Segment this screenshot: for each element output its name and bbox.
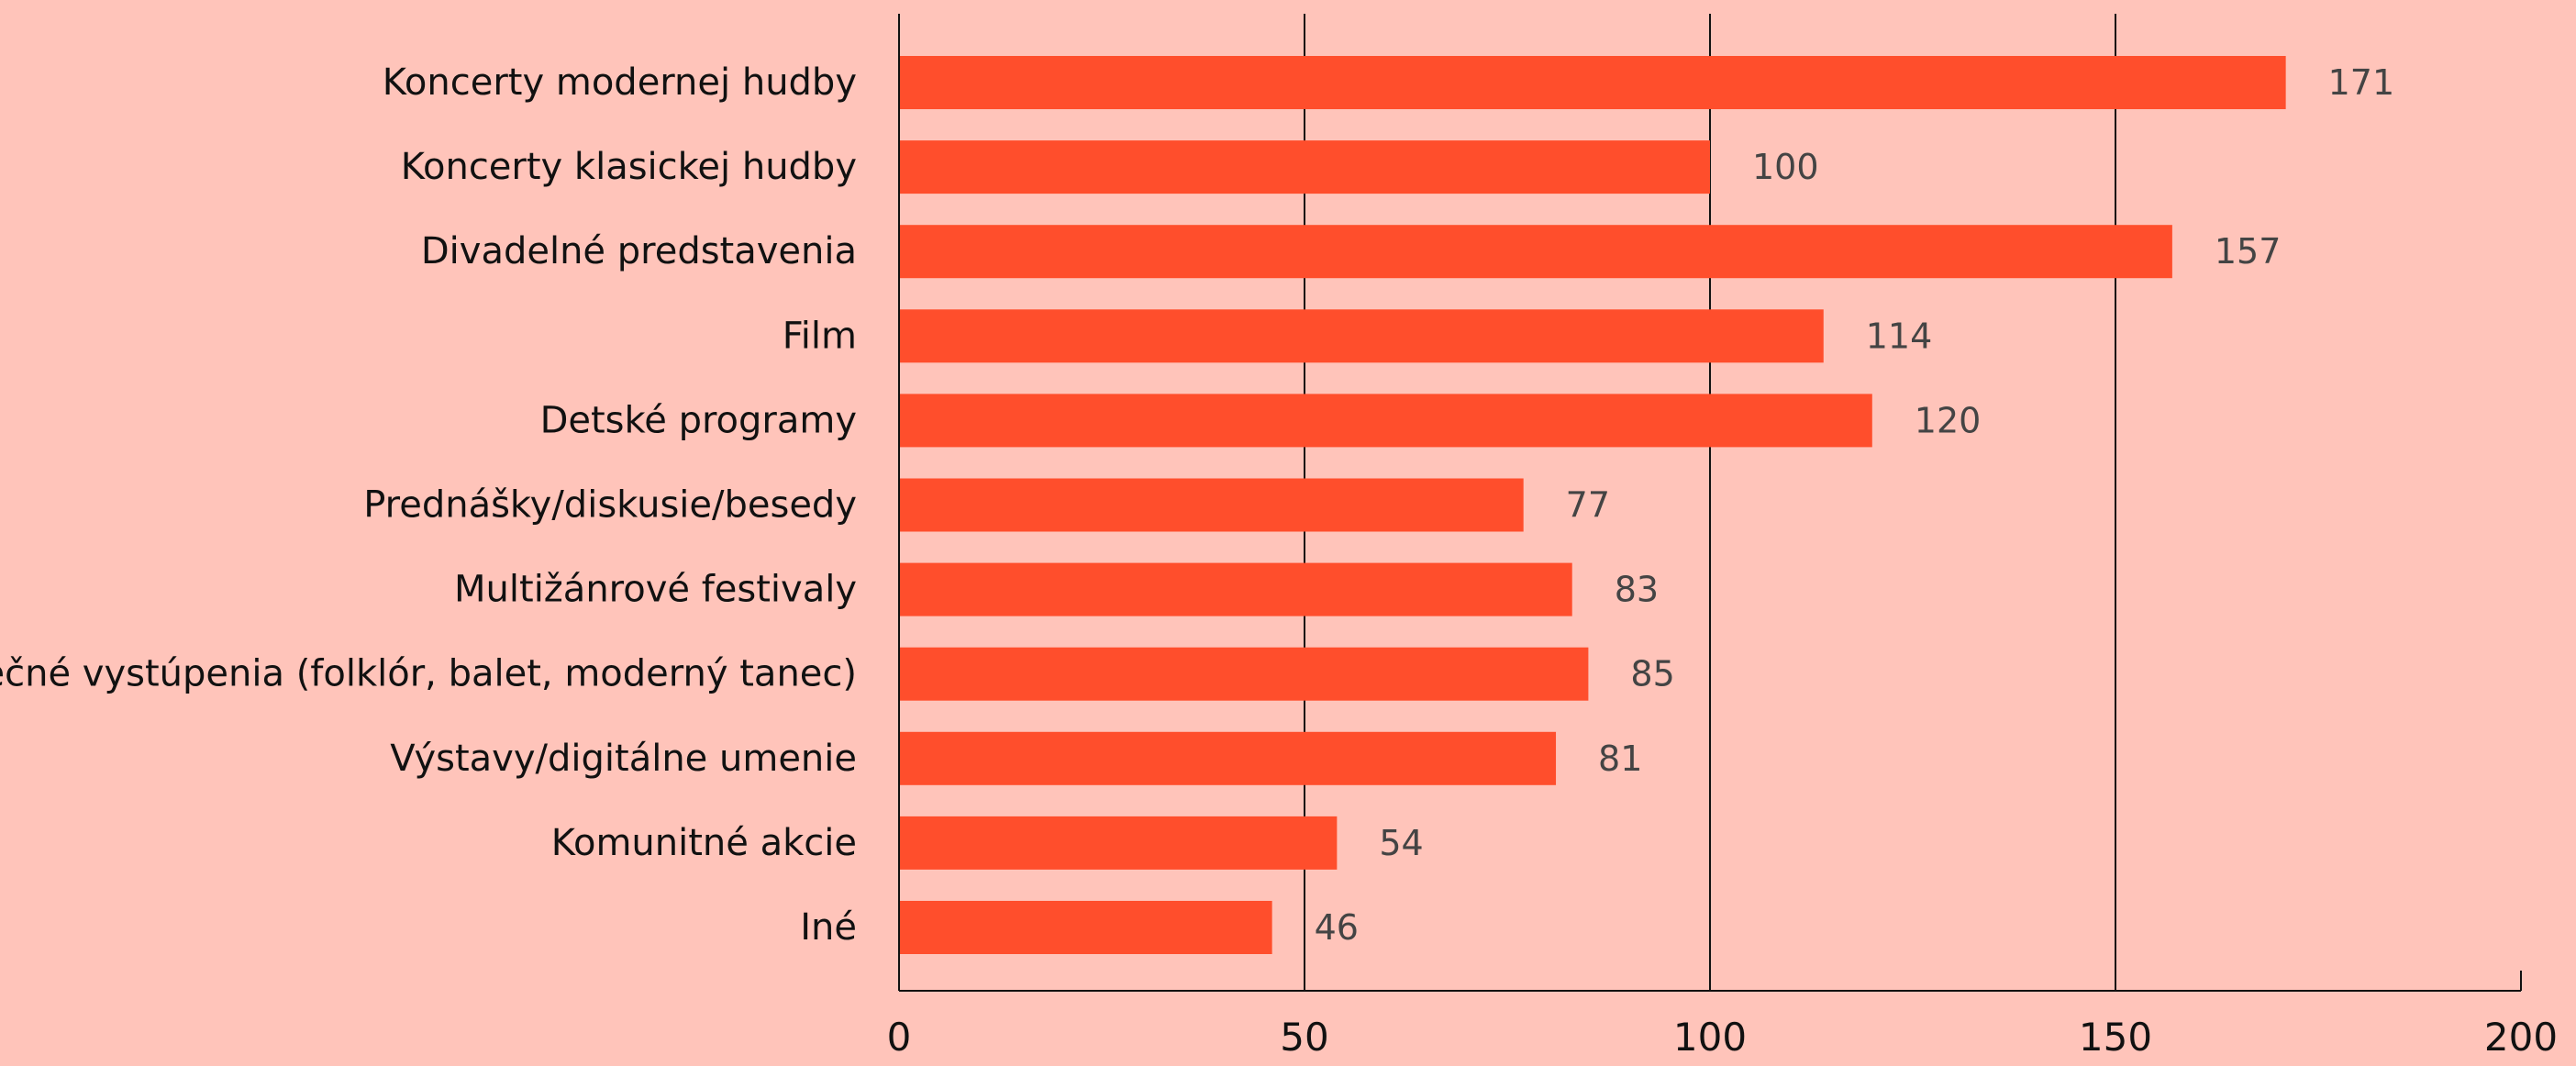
x-tick-label-200: 200 <box>2484 1015 2558 1060</box>
x-tick-label-150: 150 <box>2079 1015 2152 1060</box>
category-label-2: Divadelné predstavenia <box>421 230 857 272</box>
x-tick-label-0: 0 <box>887 1015 912 1060</box>
value-label-8: 81 <box>1598 738 1642 779</box>
category-label-10: Iné <box>800 906 857 949</box>
value-label-1: 100 <box>1752 147 1819 187</box>
category-label-3: Film <box>783 315 857 357</box>
x-tick-label-50: 50 <box>1280 1015 1328 1060</box>
value-label-4: 120 <box>1915 400 1982 440</box>
value-label-2: 157 <box>2215 231 2282 272</box>
value-label-0: 171 <box>2328 62 2395 103</box>
bar-5 <box>899 478 1524 532</box>
bar-4 <box>899 394 1872 448</box>
bar-3 <box>899 309 1824 363</box>
value-label-10: 46 <box>1315 907 1359 948</box>
value-label-3: 114 <box>1866 316 1933 356</box>
bar-2 <box>899 225 2172 279</box>
bar-8 <box>899 731 1557 785</box>
bar-10 <box>899 901 1272 954</box>
category-label-8: Výstavy/digitálne umenie <box>390 738 857 780</box>
category-label-6: Multižánrové festivaly <box>454 569 857 611</box>
value-label-5: 77 <box>1566 485 1610 526</box>
category-label-5: Prednášky/diskusie/besedy <box>363 484 857 527</box>
category-labels: Koncerty modernej hudby Koncerty klasicke… <box>0 61 857 949</box>
category-label-9: Komunitné akcie <box>551 822 857 864</box>
value-label-9: 54 <box>1379 823 1423 863</box>
x-axis: 0 50 100 150 200 <box>887 14 2558 1060</box>
value-label-6: 83 <box>1615 570 1659 610</box>
category-label-7: Tanečné vystúpenia (folklór, balet, mode… <box>0 653 857 695</box>
category-label-0: Koncerty modernej hudby <box>383 61 857 104</box>
bar-1 <box>899 140 1710 194</box>
bar-6 <box>899 562 1572 616</box>
bar-7 <box>899 647 1589 701</box>
category-label-1: Koncerty klasickej hudby <box>401 146 857 188</box>
x-tick-label-100: 100 <box>1673 1015 1747 1060</box>
value-labels: 171 100 157 114 120 77 83 85 81 54 46 <box>1315 62 2395 948</box>
bar-9 <box>899 816 1338 870</box>
bars <box>899 56 2286 954</box>
category-label-4: Detské programy <box>540 399 857 441</box>
bar-0 <box>899 56 2286 109</box>
value-label-7: 85 <box>1630 654 1674 694</box>
